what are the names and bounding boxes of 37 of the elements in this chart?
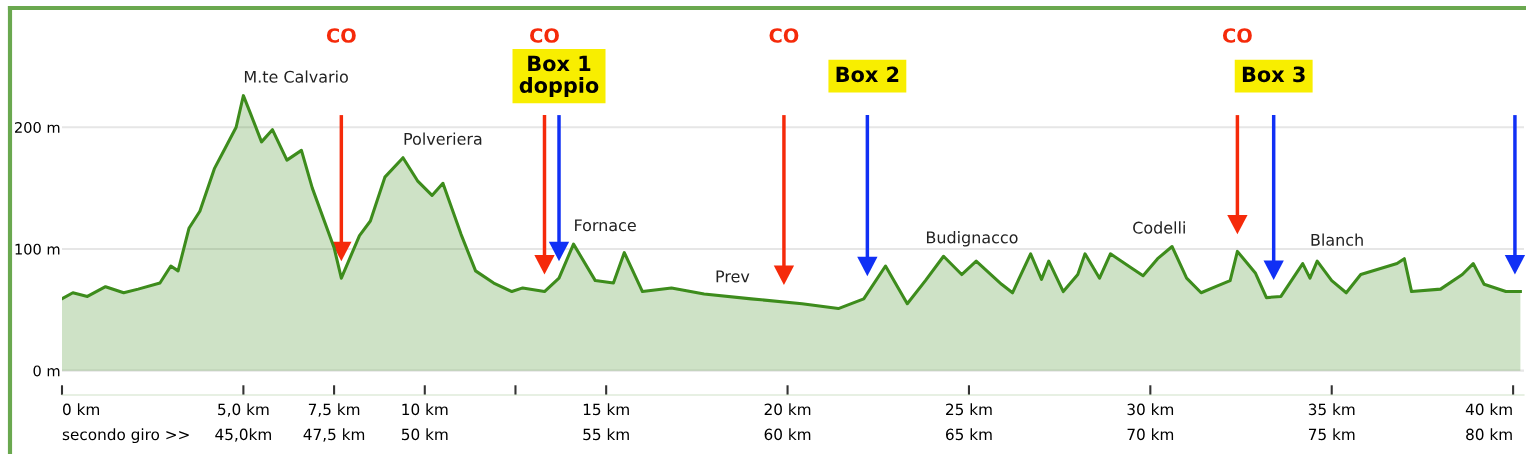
y-tick-label: 200 m [15,121,60,134]
ref-line-label: Box 3 [1242,66,1305,83]
annotation: Polveriera [404,132,482,145]
x-tick-label: 35 km [1308,403,1355,416]
x-tick-label: 7,5 km [308,403,360,417]
x-tick-label: 20 km [764,403,811,416]
ref-line-label: Box 1 doppio [519,55,599,98]
x2-tick-label: 65 km [946,428,992,441]
x-tick-label: 0 km [63,403,100,416]
x-tick-label: 5,0 km [218,403,269,417]
annotation: Fornace [575,219,636,232]
y-tick-label: 0 m [33,365,60,377]
x2-tick-label: secondo giro >> [62,428,189,444]
x2-tick-label: 55 km [583,428,629,441]
x-tick-label: 10 km [402,403,448,416]
x-tick-label: 25 km [946,403,992,416]
x2-tick-label: 47,5 km [303,428,365,442]
ref-line-label: CO [326,28,356,43]
x2-tick-label: 70 km [1127,428,1174,441]
annotation: Budignacco [926,231,1018,247]
ref-line-label: Box 2 [836,66,899,83]
annotation: M.te Calvario [244,70,348,83]
annotation: Prev [716,270,750,283]
x-tick-label: 15 km [583,403,629,416]
ref-line-label: CO [1222,28,1252,43]
x2-tick-label: 45,0km [215,428,271,442]
x-tick-label: 40 km [1465,403,1512,416]
x2-tick-label: 50 km [401,428,448,441]
annotation: Codelli [1133,221,1185,234]
x2-tick-label: 80 km [1466,428,1512,441]
y-tick-label: 100 m [15,243,60,255]
x2-tick-label: 60 km [764,428,811,441]
annotation: Blanch [1311,233,1363,246]
ref-line-label: CO [530,28,559,43]
x2-tick-label: 75 km [1308,428,1355,441]
ref-line-label: CO [769,28,799,43]
x-tick-label: 30 km [1127,403,1174,416]
